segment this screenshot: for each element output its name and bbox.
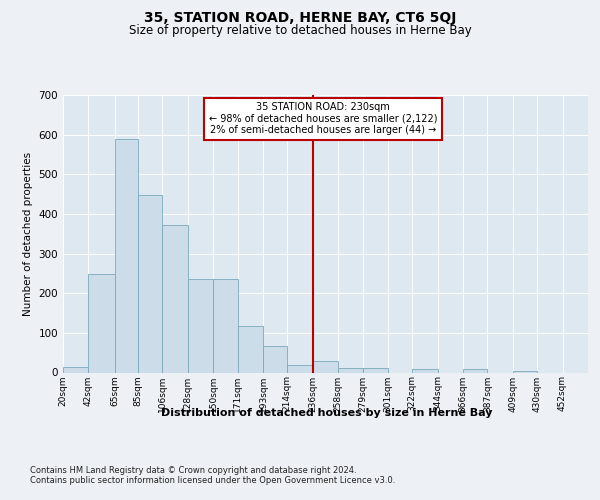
Bar [263, 346, 287, 372]
Bar [463, 370, 487, 372]
Text: Contains public sector information licensed under the Open Government Licence v3: Contains public sector information licen… [30, 476, 395, 485]
Bar [88, 274, 115, 372]
Text: Size of property relative to detached houses in Herne Bay: Size of property relative to detached ho… [128, 24, 472, 37]
Text: Contains HM Land Registry data © Crown copyright and database right 2024.: Contains HM Land Registry data © Crown c… [30, 466, 356, 475]
Bar [214, 280, 238, 372]
Text: 35, STATION ROAD, HERNE BAY, CT6 5QJ: 35, STATION ROAD, HERNE BAY, CT6 5QJ [144, 11, 456, 25]
Bar [287, 366, 313, 372]
Bar [313, 360, 338, 372]
Bar [163, 225, 188, 372]
Bar [513, 370, 537, 372]
Bar [362, 368, 388, 372]
Y-axis label: Number of detached properties: Number of detached properties [23, 152, 33, 316]
Text: 35 STATION ROAD: 230sqm
← 98% of detached houses are smaller (2,122)
2% of semi-: 35 STATION ROAD: 230sqm ← 98% of detache… [209, 102, 437, 135]
Bar [338, 368, 362, 372]
Bar [238, 326, 263, 372]
Bar [188, 280, 214, 372]
Text: Distribution of detached houses by size in Herne Bay: Distribution of detached houses by size … [161, 408, 493, 418]
Bar [115, 140, 138, 372]
Bar [138, 195, 163, 372]
Bar [412, 370, 437, 372]
Bar [63, 366, 88, 372]
